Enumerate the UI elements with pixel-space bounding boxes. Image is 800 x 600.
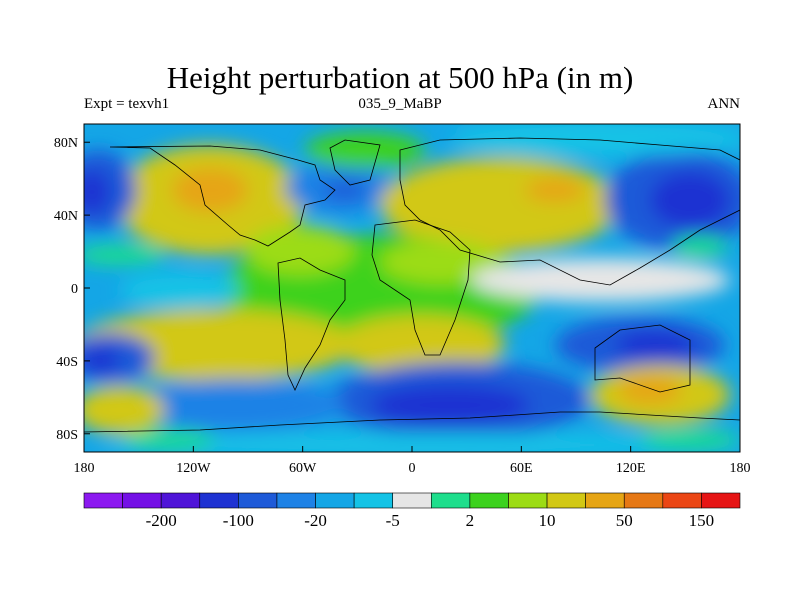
colorbar-label: -20 — [304, 511, 327, 530]
colorbar-swatch — [469, 492, 509, 509]
coastlines — [84, 137, 740, 433]
north-america-outline — [109, 145, 336, 247]
map-title: Height perturbation at 500 hPa (in m) — [166, 60, 634, 95]
africa-outline — [371, 219, 471, 356]
colorbar: -200 -100 -20 -5 2 10 50 150 — [83, 492, 741, 530]
colorbar-swatch — [430, 492, 471, 509]
colorbar-swatch — [83, 492, 123, 509]
longitude-axis: 180 120W 60W 0 60E 120E 180 — [74, 446, 751, 476]
colorbar-swatch — [623, 492, 664, 509]
colorbar-swatch — [122, 492, 162, 509]
colorbar-swatch — [701, 492, 741, 509]
period-label: 035_9_MaBP — [358, 96, 442, 112]
colorbar-swatch — [353, 492, 394, 509]
colorbar-swatch — [199, 492, 239, 509]
lon-tick-label: 60E — [510, 461, 533, 476]
colorbar-label: 150 — [689, 511, 715, 530]
lon-tick-label: 120E — [616, 461, 646, 476]
south-america-outline — [277, 257, 346, 391]
colorbar-swatch — [662, 492, 702, 509]
lon-tick-label: 180 — [74, 461, 95, 476]
contour-field — [84, 124, 740, 452]
experiment-label: Expt = texvh1 — [84, 96, 170, 112]
season-label: ANN — [707, 96, 741, 112]
colorbar-swatch — [585, 492, 625, 509]
colorbar-swatch — [392, 492, 432, 509]
colorbar-label: -100 — [223, 511, 254, 530]
lat-tick-label: 40N — [54, 209, 78, 224]
lon-tick-label: 180 — [730, 461, 751, 476]
colorbar-swatch — [546, 492, 586, 509]
lon-tick-label: 120W — [176, 461, 211, 476]
lon-tick-label: 0 — [409, 461, 416, 476]
lat-tick-label: 0 — [71, 282, 78, 297]
colorbar-swatch — [160, 492, 201, 509]
colorbar-label: 2 — [466, 511, 475, 530]
lat-tick-label: 80S — [56, 428, 78, 443]
colorbar-swatch — [276, 492, 316, 509]
lat-tick-label: 40S — [56, 355, 78, 370]
colorbar-label: -5 — [386, 511, 400, 530]
colorbar-label: 10 — [539, 511, 556, 530]
colorbar-swatch — [315, 492, 355, 509]
lon-tick-label: 60W — [289, 461, 317, 476]
greenland-outline — [329, 139, 381, 186]
colorbar-label: 50 — [616, 511, 633, 530]
colorbar-label: -200 — [146, 511, 177, 530]
colorbar-swatch — [508, 492, 548, 509]
australia-outline — [594, 324, 691, 393]
latitude-axis: 80N 40N 0 40S 80S — [54, 136, 90, 443]
colorbar-swatch — [238, 492, 278, 509]
lat-tick-label: 80N — [54, 136, 78, 151]
antarctica-outline — [84, 411, 740, 433]
